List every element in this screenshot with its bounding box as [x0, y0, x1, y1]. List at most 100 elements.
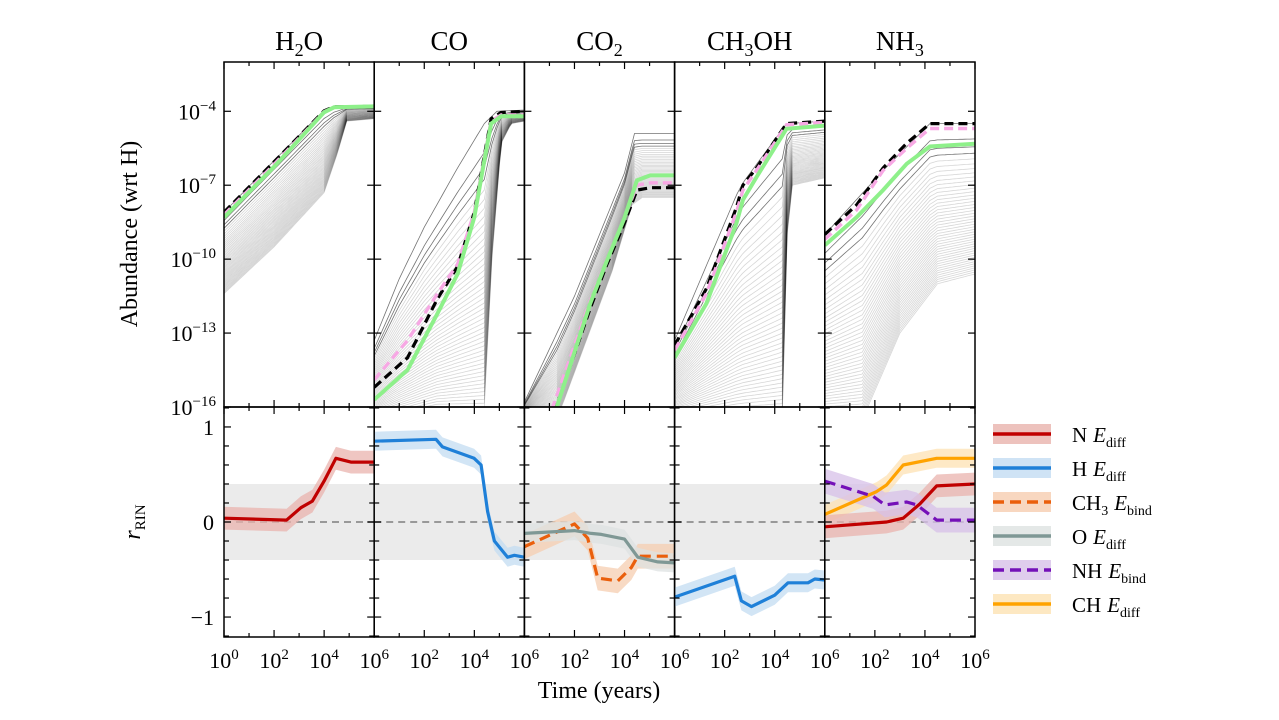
- ensemble-line: [686, 171, 825, 407]
- rin-line-N_Ediff: [224, 456, 375, 522]
- ensemble-line: [674, 168, 825, 407]
- ensemble-line: [527, 166, 675, 407]
- y-label-subscript: RIN: [133, 504, 149, 530]
- ensemble-line: [224, 114, 375, 266]
- ensemble-line: [674, 154, 825, 388]
- ensemble-line: [374, 116, 525, 388]
- panel-title: NH3: [876, 26, 924, 60]
- tick-base: 10: [171, 395, 193, 420]
- ensemble-line: [674, 156, 825, 391]
- pink-dashed-line: [824, 126, 975, 241]
- ensemble-line: [824, 187, 975, 315]
- legend-species: CH: [1072, 593, 1101, 617]
- tick-base: 10: [560, 648, 582, 673]
- legend-subscript: bind: [1127, 504, 1152, 519]
- tick-exponent: 2: [432, 647, 440, 663]
- panel-title: CO: [431, 26, 469, 56]
- tick-base: 10: [710, 648, 732, 673]
- ensemble-line: [378, 119, 525, 407]
- y-tick-label-bottom: −1: [191, 605, 214, 630]
- x-tick-label: 102: [560, 647, 590, 673]
- ensemble-line: [824, 256, 975, 400]
- ensemble-line: [224, 118, 375, 293]
- ensemble-line: [374, 119, 525, 407]
- tick-base: 10: [810, 648, 832, 673]
- ensemble-line: [524, 143, 675, 405]
- ensemble-line: [867, 273, 975, 407]
- ensemble-line: [224, 112, 375, 258]
- ensemble-line: [824, 180, 975, 306]
- y-label-symbol: r: [120, 530, 146, 540]
- title-text: NH: [876, 26, 915, 56]
- ensemble-line: [549, 186, 675, 407]
- ensemble-line: [674, 147, 825, 379]
- ensemble-line: [674, 140, 825, 369]
- legend-symbol: E: [1092, 457, 1106, 481]
- rin-plot: [224, 446, 375, 561]
- legend-symbol: E: [1092, 525, 1106, 549]
- ensemble-line: [224, 115, 375, 277]
- x-tick-label: 102: [259, 647, 289, 673]
- x-tick-label: 106: [359, 647, 389, 673]
- ensemble-line: [560, 195, 675, 407]
- y-tick-label-top: 10−4: [178, 98, 216, 124]
- legend-species-subscript: 3: [1101, 504, 1108, 519]
- ensemble-line: [781, 175, 825, 407]
- ensemble-line: [824, 207, 975, 338]
- legend-symbol: E: [1092, 423, 1106, 447]
- ensemble-line: [824, 191, 975, 319]
- ensemble-line: [674, 151, 825, 384]
- ensemble-line: [224, 113, 375, 262]
- ensemble-line: [374, 114, 525, 375]
- ensemble-line: [856, 265, 975, 407]
- ensemble-line: [824, 176, 975, 301]
- ensemble-line: [674, 142, 825, 371]
- ensemble-line: [674, 162, 825, 399]
- tick-base: 10: [171, 247, 193, 272]
- tick-exponent: 4: [932, 647, 940, 663]
- legend-species: CH: [1072, 491, 1101, 515]
- ensemble-line: [224, 111, 375, 248]
- ensemble-line: [527, 164, 675, 407]
- ensemble-line: [863, 267, 975, 407]
- legend-label: NH Ebind: [1072, 559, 1146, 587]
- ensemble-line: [824, 152, 975, 272]
- ensemble-line: [674, 148, 825, 380]
- ensemble-line: [524, 155, 675, 407]
- ensemble-line: [224, 111, 375, 252]
- x-tick-label: 106: [810, 647, 840, 673]
- ensemble-line: [374, 111, 525, 357]
- uncertainty-band-O_Ediff: [524, 521, 675, 573]
- x-tick-label: 104: [460, 647, 490, 673]
- tick-exponent: 2: [582, 647, 590, 663]
- ensemble-line: [374, 118, 525, 407]
- ensemble-line: [824, 194, 975, 323]
- abundance-plot: [224, 104, 375, 294]
- ensemble-line: [674, 146, 825, 377]
- ensemble-line: [374, 118, 525, 401]
- tick-base: 10: [910, 648, 932, 673]
- ensemble-line: [434, 120, 525, 407]
- ensemble-line: [224, 108, 375, 232]
- tick-base: 10: [171, 321, 193, 346]
- ensemble-line: [674, 153, 825, 387]
- ensemble-line: [224, 110, 375, 244]
- ensemble-line: [781, 175, 825, 407]
- ensemble-line: [224, 114, 375, 270]
- black-dashed-line: [674, 119, 825, 347]
- ensemble-line: [824, 204, 975, 335]
- legend-subscript: diff: [1106, 436, 1126, 451]
- x-tick-label: 104: [760, 647, 790, 673]
- title-text: O: [304, 26, 324, 56]
- ensemble-line: [224, 113, 375, 263]
- ensemble-line: [224, 116, 375, 281]
- rin-plot: [524, 483, 675, 594]
- ensemble-line: [224, 117, 375, 289]
- ensemble-line: [224, 117, 375, 292]
- tick-base: 10: [359, 648, 381, 673]
- tick-base: 10: [309, 648, 331, 673]
- panel-title: CH3OH: [707, 26, 793, 60]
- ensemble-line: [674, 139, 825, 367]
